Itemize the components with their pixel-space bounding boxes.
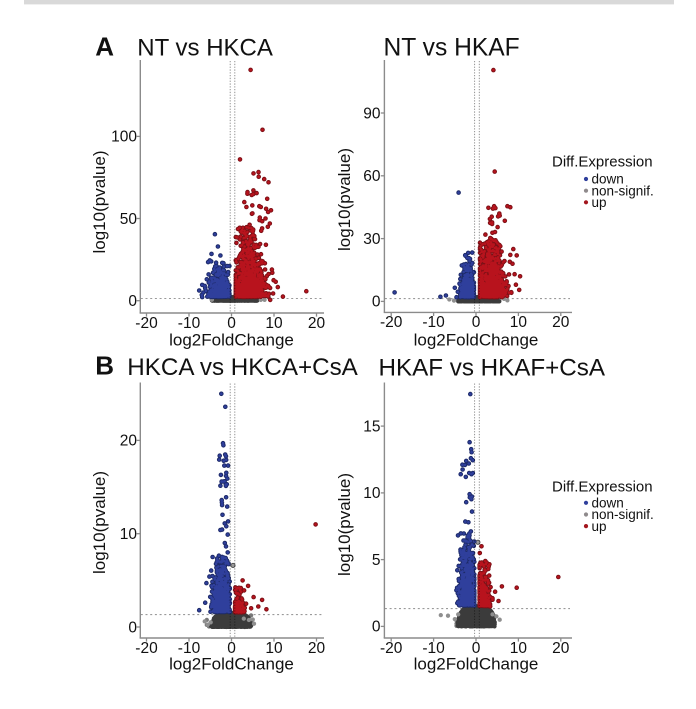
svg-text:log10(pvalue): log10(pvalue) xyxy=(90,471,109,574)
svg-text:20: 20 xyxy=(552,314,570,331)
svg-text:Diff.Expression: Diff.Expression xyxy=(552,478,653,495)
svg-text:B: B xyxy=(95,351,114,381)
svg-text:NT vs HKAF: NT vs HKAF xyxy=(384,35,520,62)
svg-text:log10(pvalue): log10(pvalue) xyxy=(335,148,354,251)
svg-text:log2FoldChange: log2FoldChange xyxy=(414,655,539,674)
svg-text:5: 5 xyxy=(372,552,381,569)
svg-text:-10: -10 xyxy=(178,640,201,657)
svg-text:log2FoldChange: log2FoldChange xyxy=(169,331,294,350)
svg-text:60: 60 xyxy=(363,168,381,185)
svg-text:15: 15 xyxy=(363,418,380,435)
svg-text:-20: -20 xyxy=(380,314,403,331)
svg-text:0: 0 xyxy=(472,314,481,331)
svg-text:log2FoldChange: log2FoldChange xyxy=(414,331,539,350)
svg-text:HKCA vs HKCA+CsA: HKCA vs HKCA+CsA xyxy=(127,354,358,381)
svg-text:10: 10 xyxy=(510,640,528,657)
svg-text:up: up xyxy=(592,519,607,534)
svg-text:-10: -10 xyxy=(422,640,445,657)
svg-text:A: A xyxy=(95,32,114,62)
svg-text:log2FoldChange: log2FoldChange xyxy=(169,655,294,674)
svg-text:NT vs HKCA: NT vs HKCA xyxy=(137,35,273,62)
svg-text:20: 20 xyxy=(120,433,138,450)
svg-text:100: 100 xyxy=(111,129,137,146)
svg-text:-20: -20 xyxy=(135,640,158,657)
svg-text:non-signif.: non-signif. xyxy=(592,183,654,198)
svg-text:0: 0 xyxy=(128,619,137,636)
svg-text:down: down xyxy=(592,496,624,511)
svg-text:-10: -10 xyxy=(178,315,201,332)
svg-text:10: 10 xyxy=(120,526,138,543)
svg-text:non-signif.: non-signif. xyxy=(592,507,654,522)
svg-text:0: 0 xyxy=(372,294,381,311)
svg-text:HKAF vs HKAF+CsA: HKAF vs HKAF+CsA xyxy=(379,355,606,382)
svg-text:0: 0 xyxy=(227,640,236,657)
svg-text:0: 0 xyxy=(227,315,236,332)
svg-text:20: 20 xyxy=(308,315,326,332)
svg-text:20: 20 xyxy=(308,640,326,657)
svg-text:50: 50 xyxy=(120,211,138,228)
svg-text:down: down xyxy=(592,172,624,187)
svg-text:10: 10 xyxy=(265,640,283,657)
svg-text:90: 90 xyxy=(363,105,381,122)
svg-text:Diff.Expression: Diff.Expression xyxy=(552,153,653,170)
svg-text:10: 10 xyxy=(265,315,283,332)
svg-text:-20: -20 xyxy=(135,315,158,332)
svg-text:log10(pvalue): log10(pvalue) xyxy=(335,473,354,576)
svg-text:-20: -20 xyxy=(380,640,403,657)
svg-text:0: 0 xyxy=(472,640,481,657)
svg-text:20: 20 xyxy=(552,640,570,657)
svg-text:10: 10 xyxy=(510,314,528,331)
svg-text:-10: -10 xyxy=(422,314,445,331)
svg-text:10: 10 xyxy=(363,485,381,502)
svg-text:0: 0 xyxy=(372,619,381,636)
svg-text:log10(pvalue): log10(pvalue) xyxy=(90,150,109,253)
svg-text:up: up xyxy=(592,195,607,210)
svg-text:0: 0 xyxy=(128,293,137,310)
svg-text:30: 30 xyxy=(363,231,381,248)
